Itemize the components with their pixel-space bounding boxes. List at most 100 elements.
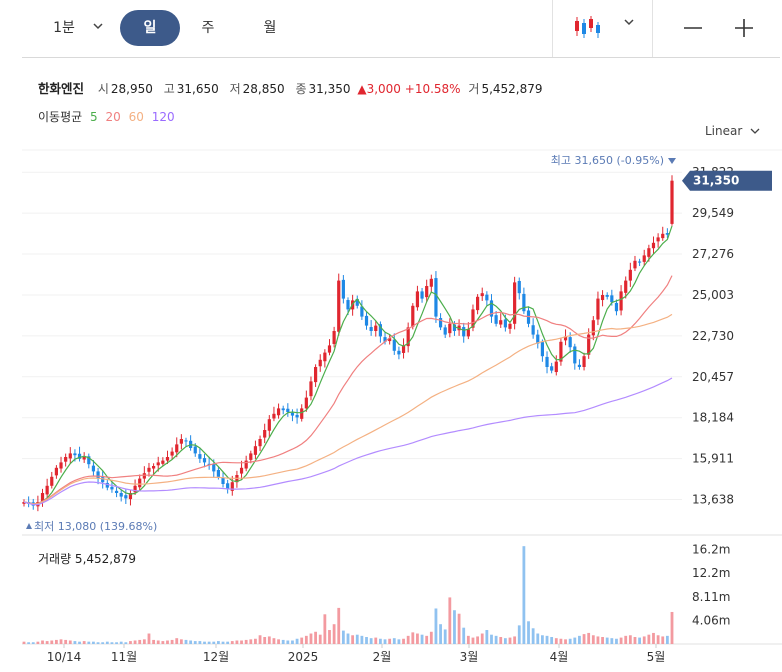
volume-bar: [221, 641, 225, 644]
candle-body: [651, 242, 656, 249]
tab-month[interactable]: 월: [263, 20, 277, 36]
chevron-down-icon[interactable]: [92, 20, 104, 34]
candle-body: [582, 356, 586, 367]
candlestick-icon[interactable]: [573, 14, 603, 44]
volume-value: 5,452,879: [481, 82, 543, 96]
candle-body: [179, 439, 183, 444]
zoom-in-icon[interactable]: [733, 17, 755, 43]
candle-body: [665, 233, 669, 235]
volume-bar: [513, 636, 517, 644]
change-value: ▲3,000: [357, 82, 401, 96]
volume-bar: [110, 642, 114, 644]
ma-label: 이동평균: [38, 110, 83, 124]
candle-body: [614, 302, 619, 312]
scale-toggle[interactable]: Linear: [705, 124, 760, 138]
volume-bar: [374, 637, 378, 644]
volume-bar: [156, 640, 160, 644]
volume-bar: [476, 636, 479, 644]
volume-bar: [161, 641, 165, 644]
ma-line-5: [23, 225, 673, 505]
candle-body: [587, 334, 591, 355]
volume-bar: [420, 634, 424, 644]
candle-body: [198, 454, 202, 459]
candle-body: [96, 471, 100, 479]
x-tick-label: 12월: [203, 650, 229, 664]
high-value: 31,650: [176, 82, 219, 96]
volume-bar: [462, 627, 466, 644]
change-percent: +10.58%: [404, 82, 461, 96]
candle-body: [87, 456, 91, 465]
volume-bar: [96, 642, 100, 644]
candle-body: [263, 430, 267, 438]
volume-bar: [397, 639, 401, 644]
volume-bar: [531, 628, 535, 644]
volume-bar: [485, 630, 489, 644]
volume-bar: [59, 639, 63, 644]
x-tick-label: 11월: [111, 650, 137, 664]
volume-bar: [508, 637, 512, 644]
candle-body: [193, 446, 197, 454]
scale-label: Linear: [705, 124, 743, 138]
volume-bar: [45, 641, 49, 644]
volume-bar: [554, 638, 558, 644]
y-tick-label: 15,911: [692, 452, 734, 466]
candle-body: [68, 453, 72, 459]
volume-bar: [323, 614, 327, 644]
volume-bar: [559, 638, 563, 644]
candle-body: [304, 397, 308, 409]
candle-body: [346, 300, 350, 310]
volume-bar: [522, 546, 526, 644]
candle-body: [332, 331, 336, 344]
candle-body: [309, 381, 313, 397]
candle-body: [341, 279, 345, 299]
volume-bar: [633, 637, 637, 644]
chart-type-chevron-icon[interactable]: [623, 16, 635, 30]
volume-bar: [142, 639, 146, 644]
candle-body: [40, 493, 45, 502]
volume-bar: [490, 634, 493, 644]
volume-bar: [263, 637, 267, 644]
volume-bar: [230, 641, 234, 644]
volume-bar: [448, 597, 452, 644]
candle-body: [184, 440, 188, 442]
volume-bar: [591, 635, 595, 644]
candle-body: [425, 286, 429, 298]
x-tick-label: 3월: [460, 650, 479, 664]
zoom-out-icon[interactable]: [682, 17, 704, 43]
volume-bar: [36, 641, 40, 644]
stock-name: 한화엔진: [38, 81, 85, 96]
volume-bar: [582, 634, 586, 644]
volume-bar: [170, 639, 174, 644]
volume-bar: [332, 624, 336, 644]
candle-body: [559, 341, 563, 362]
moving-average-legend: 이동평균 5 20 60 120: [38, 108, 179, 125]
candle-body: [517, 280, 521, 294]
candle-body: [105, 482, 109, 488]
high-label: 고: [163, 82, 175, 96]
volume-bar: [249, 639, 253, 644]
candle-body: [239, 467, 244, 474]
interval-select[interactable]: 1분: [53, 20, 75, 36]
candle-body: [411, 305, 415, 327]
y-tick-label: 25,003: [692, 288, 734, 302]
candle-body: [110, 486, 114, 490]
volume-bar: [203, 641, 206, 644]
volume-bar: [31, 642, 35, 644]
candle-body: [128, 493, 133, 500]
volume-bar: [105, 641, 109, 644]
tab-week[interactable]: 주: [201, 20, 215, 36]
y-tick-label: 22,730: [692, 329, 734, 343]
candle-body: [152, 466, 156, 469]
volume-bar: [596, 636, 600, 644]
candle-body: [526, 310, 531, 324]
candle-body: [429, 278, 433, 287]
volume-bar: [619, 637, 623, 644]
candle-body: [522, 293, 526, 312]
candle-body: [82, 457, 86, 460]
candle-body: [267, 419, 271, 431]
candle-body: [499, 320, 503, 325]
tab-day[interactable]: 일: [120, 10, 180, 46]
candle-body: [290, 412, 295, 416]
volume-bar: [138, 639, 142, 644]
